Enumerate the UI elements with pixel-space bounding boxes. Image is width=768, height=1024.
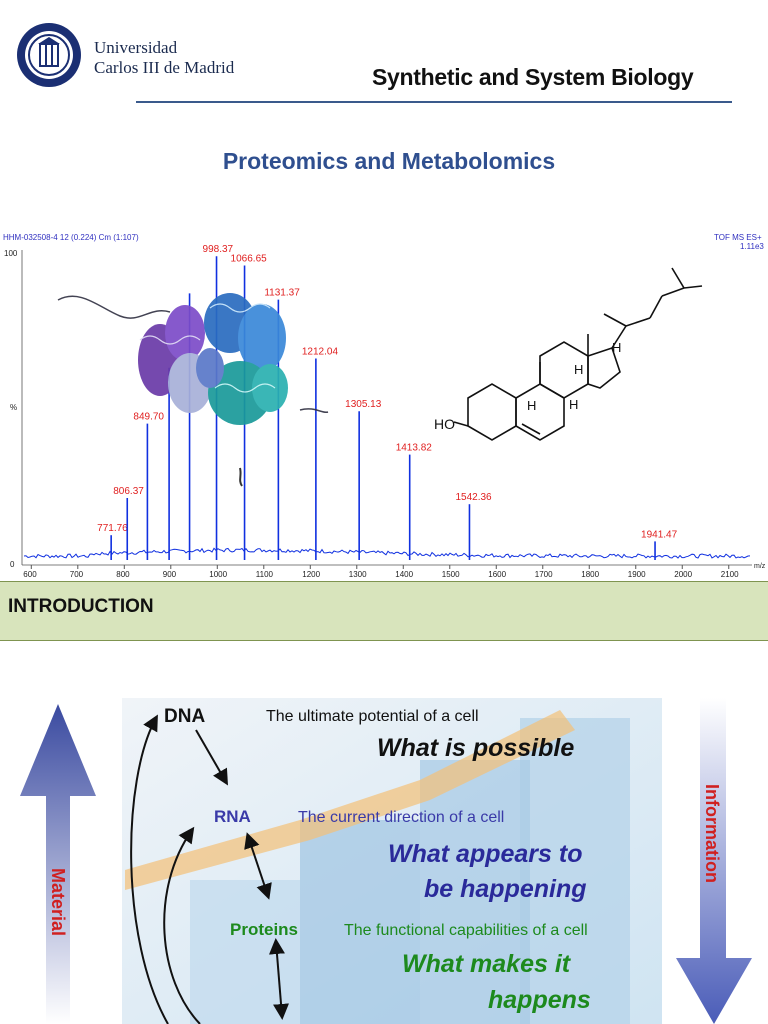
dna-label: DNA <box>164 706 205 727</box>
proteins-statement-line-1: What makes it <box>402 950 572 978</box>
x-tick-label: 1500 <box>442 570 460 579</box>
peak-label: 1066.65 <box>231 254 268 265</box>
molecule-h-label-2: H <box>574 362 583 377</box>
dna-statement: What is possible <box>377 734 574 762</box>
spectrum-header-left: HHM-032508-4 12 (0.224) Cm (1:107) <box>3 233 139 242</box>
section-banner <box>0 581 768 641</box>
molecule-h-label-4: H <box>569 397 578 412</box>
peak-label: 806.37 <box>113 486 144 497</box>
x-tick-label: 1800 <box>581 570 599 579</box>
molecule-ho-label: HO <box>434 416 455 432</box>
molecule-h-label-1: H <box>612 340 621 355</box>
peak-label: 1305.13 <box>345 399 382 410</box>
peak-label: 1212.04 <box>302 347 339 358</box>
x-axis-unit: m/z <box>754 563 766 570</box>
x-tick-label: 1100 <box>256 570 274 579</box>
peak-label: 1542.36 <box>455 492 492 503</box>
rna-description: The current direction of a cell <box>298 809 504 826</box>
spectrum-header-right-2: 1.11e3 <box>740 242 764 251</box>
central-dogma-diagram: Material Information DNA The ultimate po… <box>20 698 752 1024</box>
spectrum-header-right-1: TOF MS ES+ <box>714 233 762 242</box>
proteins-statement-line-2: happens <box>488 986 591 1014</box>
proteins-description: The functional capabilities of a cell <box>344 922 588 939</box>
slide-header: Universidad Carlos III de Madrid Synthet… <box>0 0 768 105</box>
x-tick-label: 900 <box>163 570 177 579</box>
proteins-label: Proteins <box>230 920 298 939</box>
x-tick-label: 1700 <box>535 570 553 579</box>
slide-subtitle: Proteomics and Metabolomics <box>222 148 556 174</box>
x-tick-label: 1600 <box>488 570 506 579</box>
x-tick-label: 1400 <box>395 570 413 579</box>
peak-label: 849.70 <box>133 412 164 423</box>
x-tick-label: 1200 <box>302 570 320 579</box>
molecule-h-label-3: H <box>527 398 536 413</box>
course-title: Synthetic and System Biology <box>372 64 694 90</box>
rna-statement-line-2: be happening <box>424 875 587 903</box>
x-tick-label: 600 <box>23 570 37 579</box>
header-divider <box>136 101 732 103</box>
y-axis-top-label: 100 <box>4 249 18 258</box>
information-arrow-icon <box>676 698 752 1024</box>
y-axis-mid-label: % <box>10 403 17 412</box>
x-tick-label: 1300 <box>349 570 367 579</box>
x-tick-label: 800 <box>116 570 130 579</box>
spectrum-baseline <box>23 547 751 559</box>
dna-description: The ultimate potential of a cell <box>266 708 479 725</box>
peak-label: 1413.82 <box>396 443 433 454</box>
peak-label: 1131.37 <box>264 288 300 299</box>
section-title: INTRODUCTION <box>8 596 154 617</box>
university-seal-icon <box>17 23 81 87</box>
y-axis-bottom-label: 0 <box>10 560 15 569</box>
protein-structure-image <box>57 293 329 487</box>
peak-label: 998.37 <box>203 244 234 255</box>
material-label: Material <box>48 868 68 936</box>
material-arrow-icon <box>20 704 96 1024</box>
flow-arrows <box>130 714 290 1024</box>
university-line-2: Carlos III de Madrid <box>94 58 235 77</box>
information-label: Information <box>702 784 722 883</box>
university-name: Universidad Carlos III de Madrid <box>94 38 234 78</box>
x-axis-ticks: 600 700 800 900 1000 1100 1200 1300 1400 1500 1600… <box>23 565 739 579</box>
x-tick-label: 2000 <box>674 570 692 579</box>
peak-label: 771.76 <box>97 523 128 534</box>
x-tick-label: 2100 <box>721 570 739 579</box>
university-line-1: Universidad <box>94 38 178 57</box>
x-tick-label: 1000 <box>209 570 227 579</box>
rna-statement-line-1: What appears to <box>388 840 582 868</box>
rna-label: RNA <box>214 807 251 826</box>
x-tick-label: 700 <box>70 570 84 579</box>
peak-label: 1941.47 <box>641 529 678 540</box>
x-tick-label: 1900 <box>628 570 646 579</box>
mass-spectrum-figure: HHM-032508-4 12 (0.224) Cm (1:107) TOF M… <box>3 233 766 579</box>
cholesterol-molecule-image <box>453 267 703 441</box>
